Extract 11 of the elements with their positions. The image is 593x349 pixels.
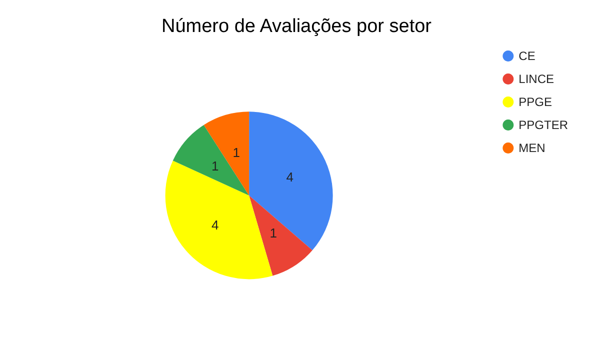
- legend-label: PPGTER: [518, 118, 568, 132]
- legend-label: MEN: [518, 141, 546, 155]
- data-label: 4: [286, 169, 294, 184]
- legend-label: LINCE: [518, 72, 554, 86]
- legend-label: CE: [518, 49, 536, 63]
- legend-label: PPGE: [518, 95, 552, 109]
- data-label: 1: [232, 144, 240, 160]
- data-label: 1: [212, 158, 219, 174]
- chart-title: Número de Avaliações por setor: [161, 16, 432, 37]
- data-label: 1: [270, 226, 277, 241]
- data-label: 4: [212, 217, 219, 232]
